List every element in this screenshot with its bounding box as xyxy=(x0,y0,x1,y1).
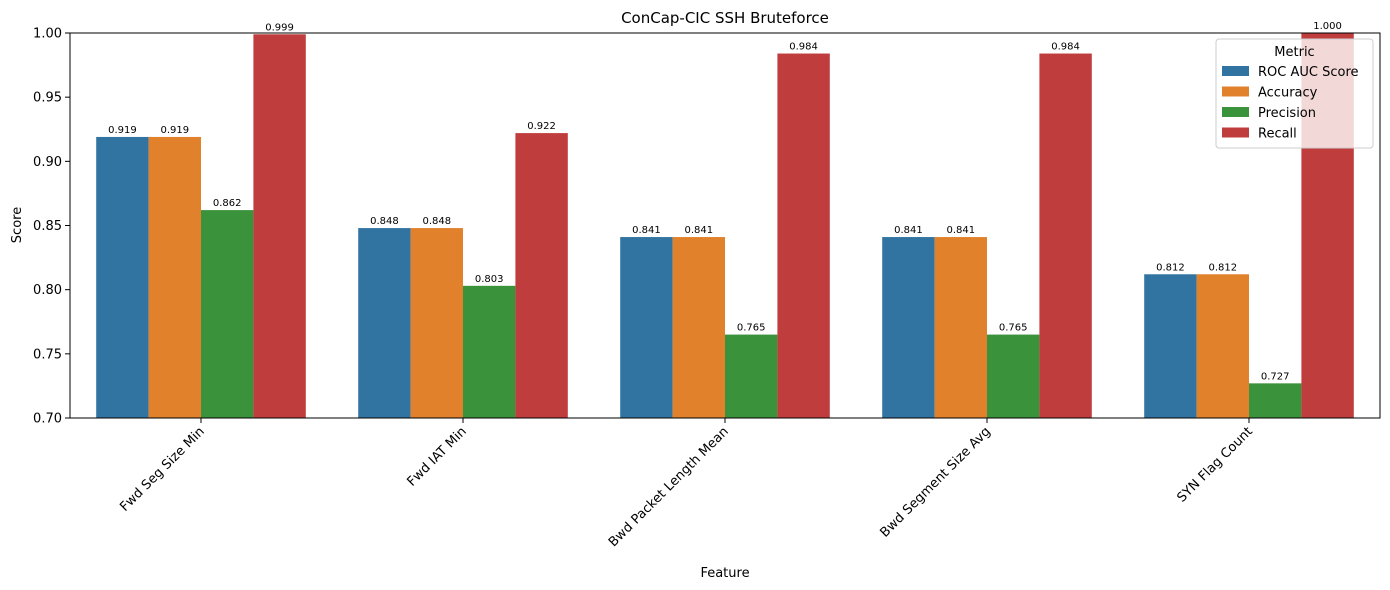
y-tick-label: 0.90 xyxy=(33,155,62,170)
y-tick-label: 0.75 xyxy=(33,347,62,362)
bar xyxy=(201,210,254,418)
legend-entry: ROC AUC Score xyxy=(1258,65,1359,80)
legend-swatch xyxy=(1222,86,1249,97)
legend-entry: Precision xyxy=(1258,106,1316,121)
y-tick-label: 0.80 xyxy=(33,283,62,298)
data-label: 0.765 xyxy=(999,323,1028,334)
legend-box xyxy=(1215,38,1374,149)
x-tick-label: Fwd Seg Size Min xyxy=(117,424,208,515)
data-labels-layer: 0.919 0.919 0.862 0.999 0.848 0.848 0.803 0.922… xyxy=(108,21,1342,382)
bar xyxy=(253,34,306,418)
data-label: 0.841 xyxy=(632,225,661,236)
data-label: 0.841 xyxy=(684,225,713,236)
legend-entry: Recall xyxy=(1258,127,1297,142)
data-label: 0.919 xyxy=(108,125,137,136)
y-tick-label: 0.70 xyxy=(33,412,62,427)
bar xyxy=(148,136,201,418)
bar xyxy=(620,237,673,418)
data-label: 1.000 xyxy=(1313,21,1342,32)
data-label: 0.922 xyxy=(527,121,556,132)
bar xyxy=(725,334,778,418)
data-label: 0.841 xyxy=(894,225,923,236)
legend-entry: Accuracy xyxy=(1258,86,1318,101)
y-tick-label: 1.00 xyxy=(33,27,62,42)
chart-title: ConCap-CIC SSH Bruteforce xyxy=(621,9,829,27)
data-label: 0.919 xyxy=(160,125,189,136)
bar xyxy=(463,285,516,418)
data-label: 0.812 xyxy=(1208,262,1237,273)
bar xyxy=(882,237,935,418)
bar xyxy=(515,133,568,418)
bar xyxy=(1144,274,1197,418)
x-tick-label: Fwd IAT Min xyxy=(405,424,470,489)
data-label: 0.999 xyxy=(265,22,294,33)
data-label: 0.803 xyxy=(475,274,504,285)
data-label: 0.765 xyxy=(737,323,766,334)
x-tick-label: Bwd Packet Length Mean xyxy=(606,424,732,550)
bar xyxy=(1196,274,1249,418)
legend-swatch xyxy=(1222,107,1249,117)
bar xyxy=(777,53,830,418)
y-tick-label: 0.95 xyxy=(33,91,62,106)
data-label: 0.841 xyxy=(946,225,975,236)
x-tick-label: Bwd Segment Size Avg xyxy=(878,424,994,540)
data-label: 0.984 xyxy=(1051,42,1080,53)
legend: Metric ROC AUC Score Accuracy Precision Reca… xyxy=(1215,38,1374,149)
data-label: 0.848 xyxy=(422,216,451,227)
x-tick-label: SYN Flag Count xyxy=(1174,424,1255,505)
y-tick-label: 0.85 xyxy=(33,219,62,234)
bar xyxy=(987,334,1040,418)
data-label: 0.862 xyxy=(213,198,242,209)
bar xyxy=(1249,383,1302,418)
data-label: 0.848 xyxy=(370,216,399,227)
data-label: 0.812 xyxy=(1156,262,1185,273)
data-label: 0.727 xyxy=(1261,371,1290,382)
bar xyxy=(1039,53,1092,418)
bar xyxy=(672,237,725,418)
legend-swatch xyxy=(1222,66,1249,76)
legend-swatch xyxy=(1222,127,1249,138)
bars-layer xyxy=(96,33,1354,418)
bar xyxy=(934,237,987,418)
x-axis-label: Feature xyxy=(700,566,749,581)
bar xyxy=(410,228,463,418)
y-axis-label: Score xyxy=(10,207,25,243)
legend-title: Metric xyxy=(1274,45,1314,60)
bar xyxy=(358,228,411,418)
bar xyxy=(96,136,149,418)
data-label: 0.984 xyxy=(789,42,818,53)
